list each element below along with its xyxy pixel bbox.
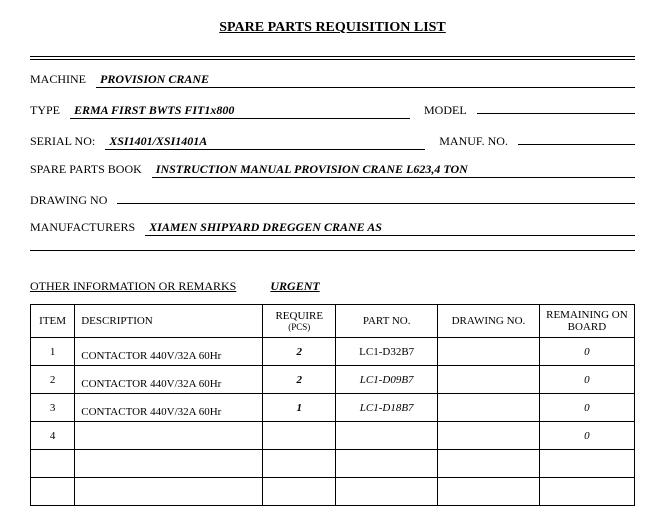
table-body: 1CONTACTOR 440V/32A 60Hr2LC1-D32B702CONT… [31,338,635,506]
cell-part-no: LC1-D18B7 [336,394,438,422]
cell-require [263,478,336,506]
cell-remaining: 0 [539,366,634,394]
page-title: SPARE PARTS REQUISITION LIST [30,20,635,36]
cell-item: 2 [31,366,75,394]
cell-part-no [336,478,438,506]
manuf-label: MANUF. NO. [439,134,508,149]
cell-remaining [539,450,634,478]
table-row: 1CONTACTOR 440V/32A 60Hr2LC1-D32B7 0 [31,338,635,366]
cell-description [75,478,263,506]
type-label: TYPE [30,103,60,118]
th-require: REQUIRE (PCS) [263,305,336,338]
th-require-text: REQUIRE [275,310,323,322]
remarks-value: URGENT [266,279,329,294]
cell-part-no: LC1-D09B7 [336,366,438,394]
manuf-value [518,131,635,145]
field-book: SPARE PARTS BOOK INSTRUCTION MANUAL PROV… [30,162,635,178]
th-description: DESCRIPTION [75,305,263,338]
cell-description: CONTACTOR 440V/32A 60Hr [75,366,263,394]
type-value: ERMA FIRST BWTS FIT1x800 [70,103,410,119]
cell-drawing-no [438,478,540,506]
book-value: INSTRUCTION MANUAL PROVISION CRANE L623,… [152,162,635,178]
cell-item: 3 [31,394,75,422]
serial-value: XSI1401/XSI1401A [105,134,425,150]
cell-item [31,478,75,506]
cell-drawing-no [438,366,540,394]
cell-remaining [539,478,634,506]
field-type-model: TYPE ERMA FIRST BWTS FIT1x800 MODEL [30,100,635,119]
th-require-sub: (PCS) [267,322,331,332]
cell-description [75,450,263,478]
cell-remaining: 0 [539,394,634,422]
makers-label: MANUFACTURERS [30,220,135,235]
cell-item [31,450,75,478]
cell-require: 1 [263,394,336,422]
cell-remaining: 0 [539,422,634,450]
field-makers: MANUFACTURERS XIAMEN SHIPYARD DREGGEN CR… [30,220,635,236]
cell-part-no [336,450,438,478]
cell-drawing-no [438,394,540,422]
remarks-row: OTHER INFORMATION OR REMARKS URGENT [30,279,635,294]
model-label: MODEL [424,103,467,118]
serial-label: SERIAL NO: [30,134,95,149]
makers-value: XIAMEN SHIPYARD DREGGEN CRANE AS [145,220,635,236]
cell-drawing-no [438,422,540,450]
remarks-label: OTHER INFORMATION OR REMARKS [30,279,236,294]
machine-value: PROVISION CRANE [96,72,635,88]
field-machine: MACHINE PROVISION CRANE [30,72,635,88]
field-drawing: DRAWING NO [30,190,635,208]
cell-remaining: 0 [539,338,634,366]
th-item: ITEM [31,305,75,338]
th-drawing-no: DRAWING NO. [438,305,540,338]
header-box: MACHINE PROVISION CRANE TYPE ERMA FIRST … [30,56,635,251]
th-remaining: REMAINING ON BOARD [539,305,634,338]
table-row: 2CONTACTOR 440V/32A 60Hr2LC1-D09B70 [31,366,635,394]
cell-drawing-no [438,338,540,366]
book-label: SPARE PARTS BOOK [30,162,142,177]
parts-table: ITEM DESCRIPTION REQUIRE (PCS) PART NO. … [30,304,635,506]
cell-require: 2 [263,366,336,394]
cell-drawing-no [438,450,540,478]
drawing-label: DRAWING NO [30,193,107,208]
th-part-no: PART NO. [336,305,438,338]
table-row [31,450,635,478]
cell-item: 1 [31,338,75,366]
cell-description: CONTACTOR 440V/32A 60Hr [75,338,263,366]
table-row [31,478,635,506]
table-header-row: ITEM DESCRIPTION REQUIRE (PCS) PART NO. … [31,305,635,338]
drawing-value [117,190,635,204]
field-serial-manuf: SERIAL NO: XSI1401/XSI1401A MANUF. NO. [30,131,635,150]
cell-require: 2 [263,338,336,366]
cell-require [263,450,336,478]
model-value [477,100,635,114]
cell-part-no [336,422,438,450]
cell-description: CONTACTOR 440V/32A 60Hr [75,394,263,422]
cell-item: 4 [31,422,75,450]
table-row: 40 [31,422,635,450]
machine-label: MACHINE [30,72,86,87]
cell-part-no: LC1-D32B7 [336,338,438,366]
table-row: 3CONTACTOR 440V/32A 60Hr1LC1-D18B7 0 [31,394,635,422]
cell-description [75,422,263,450]
cell-require [263,422,336,450]
